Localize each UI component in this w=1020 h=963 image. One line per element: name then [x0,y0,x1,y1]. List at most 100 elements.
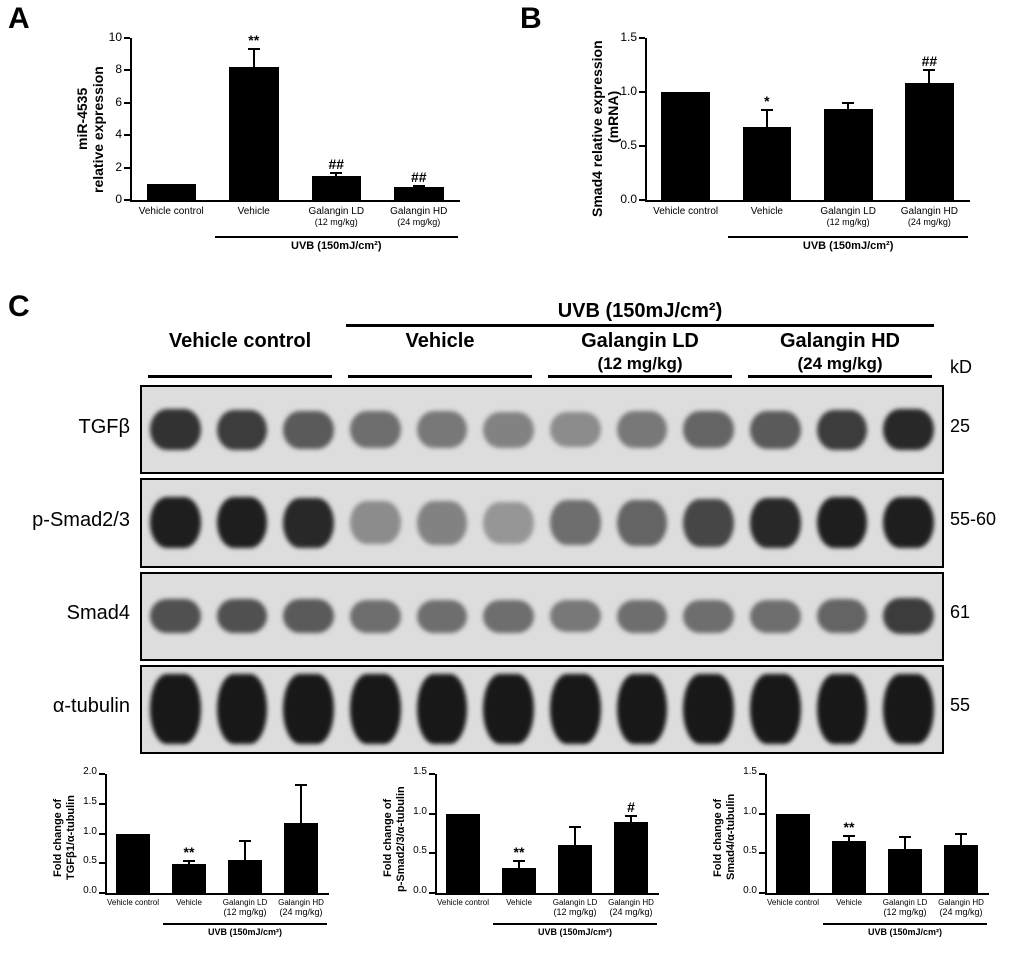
blot-band [417,674,468,744]
blot-band [483,674,534,744]
blot-uvb-line [346,324,934,327]
y-tick [99,773,105,775]
western-blot-panel: UVB (150mJ/cm²)Vehicle controlVehicleGal… [10,300,1010,750]
group-label-uvb: UVB (150mJ/cm²) [215,240,459,252]
blot-band [883,674,934,744]
blot-band [683,600,734,633]
bar [284,823,318,893]
y-tick [639,91,645,93]
bar [172,864,206,893]
y-axis-title: (mRNA) [605,90,621,142]
y-tick [759,773,765,775]
y-tick [124,134,130,136]
bar [824,109,873,200]
blot-band [550,674,601,744]
blot-band [550,412,601,447]
blot-band [617,674,668,744]
y-tick [124,69,130,71]
group-label-uvb: UVB (150mJ/cm²) [728,240,968,252]
bar [944,845,978,893]
error-cap [625,815,637,817]
error-cap [955,833,967,835]
x-category-label: Galangin HD(24 mg/kg) [378,206,461,228]
blot-strip [140,478,944,567]
blot-kd-value: 55-60 [950,509,1010,530]
blot-band [750,674,801,744]
group-underline [823,923,987,925]
blot-band [417,501,468,545]
y-tick [759,813,765,815]
bar [228,860,262,893]
x-category-label: Galangin HD(24 mg/kg) [273,899,329,918]
blot-band [617,411,668,447]
y-tick-label: 1.5 [607,30,637,44]
y-tick [639,199,645,201]
blot-band [817,674,868,744]
blot-strip [140,572,944,661]
error-cap [899,836,911,838]
significance-label: ## [307,156,367,172]
blot-band [750,498,801,548]
y-tick [124,37,130,39]
error-cap [413,185,425,187]
blot-band [617,500,668,546]
chart-mir4535: 0246810miR-4535relative expressionVehicl… [70,20,470,275]
error-bar [928,69,930,83]
bar [743,127,792,200]
y-tick-label: 1.5 [397,766,427,777]
blot-band [750,411,801,449]
blot-band [150,674,201,744]
y-axis-title: relative expression [90,67,106,194]
blot-band [217,599,268,633]
blot-band [217,674,268,744]
bar [888,849,922,893]
blot-uvb-label: UVB (150mJ/cm²) [346,300,934,322]
significance-label: ## [900,53,959,69]
bar [776,814,810,893]
panel-letter-b: B [520,2,542,36]
significance-label: ** [167,844,211,860]
y-tick-label: 0.0 [727,885,757,896]
blot-band [350,600,401,633]
x-category-label: Galangin LD(12 mg/kg) [295,206,378,228]
blot-kd-value: 55 [950,695,1010,716]
x-category-label: Vehicle control [105,899,161,908]
blot-group-line [348,375,532,378]
error-bar [253,48,255,67]
significance-label: # [609,799,653,815]
bar [832,841,866,893]
blot-band [617,600,668,633]
blot-row-label: p-Smad2/3 [10,509,130,532]
y-tick [759,852,765,854]
blot-band [150,409,201,449]
blot-band [817,497,868,548]
y-axis-title: Fold change of [382,798,394,876]
y-tick [429,813,435,815]
blot-band [283,674,334,744]
blot-band [550,600,601,632]
x-category-label: Vehicle control [435,899,491,908]
y-tick-label: 0 [92,192,122,206]
blot-band [483,502,534,544]
y-tick [759,892,765,894]
blot-band [683,674,734,744]
blot-group-label: Vehicle [348,330,532,352]
bar [614,822,648,893]
blot-strip [140,665,944,754]
blot-band [483,600,534,633]
blot-band [683,499,734,547]
group-label-uvb: UVB (150mJ/cm²) [823,927,987,937]
error-cap [248,48,260,50]
x-category-label: Vehicle [491,899,547,908]
y-tick [99,803,105,805]
y-axis-title: Smad4/α-tubulin [725,793,737,879]
blot-group-label: Vehicle control [148,330,332,352]
significance-label: * [738,93,797,109]
blot-band [883,598,934,633]
group-label-uvb: UVB (150mJ/cm²) [163,927,327,937]
y-tick [99,833,105,835]
bar [147,184,197,200]
blot-group-line [748,375,932,378]
group-label-uvb: UVB (150mJ/cm²) [493,927,657,937]
y-axis [105,774,107,893]
